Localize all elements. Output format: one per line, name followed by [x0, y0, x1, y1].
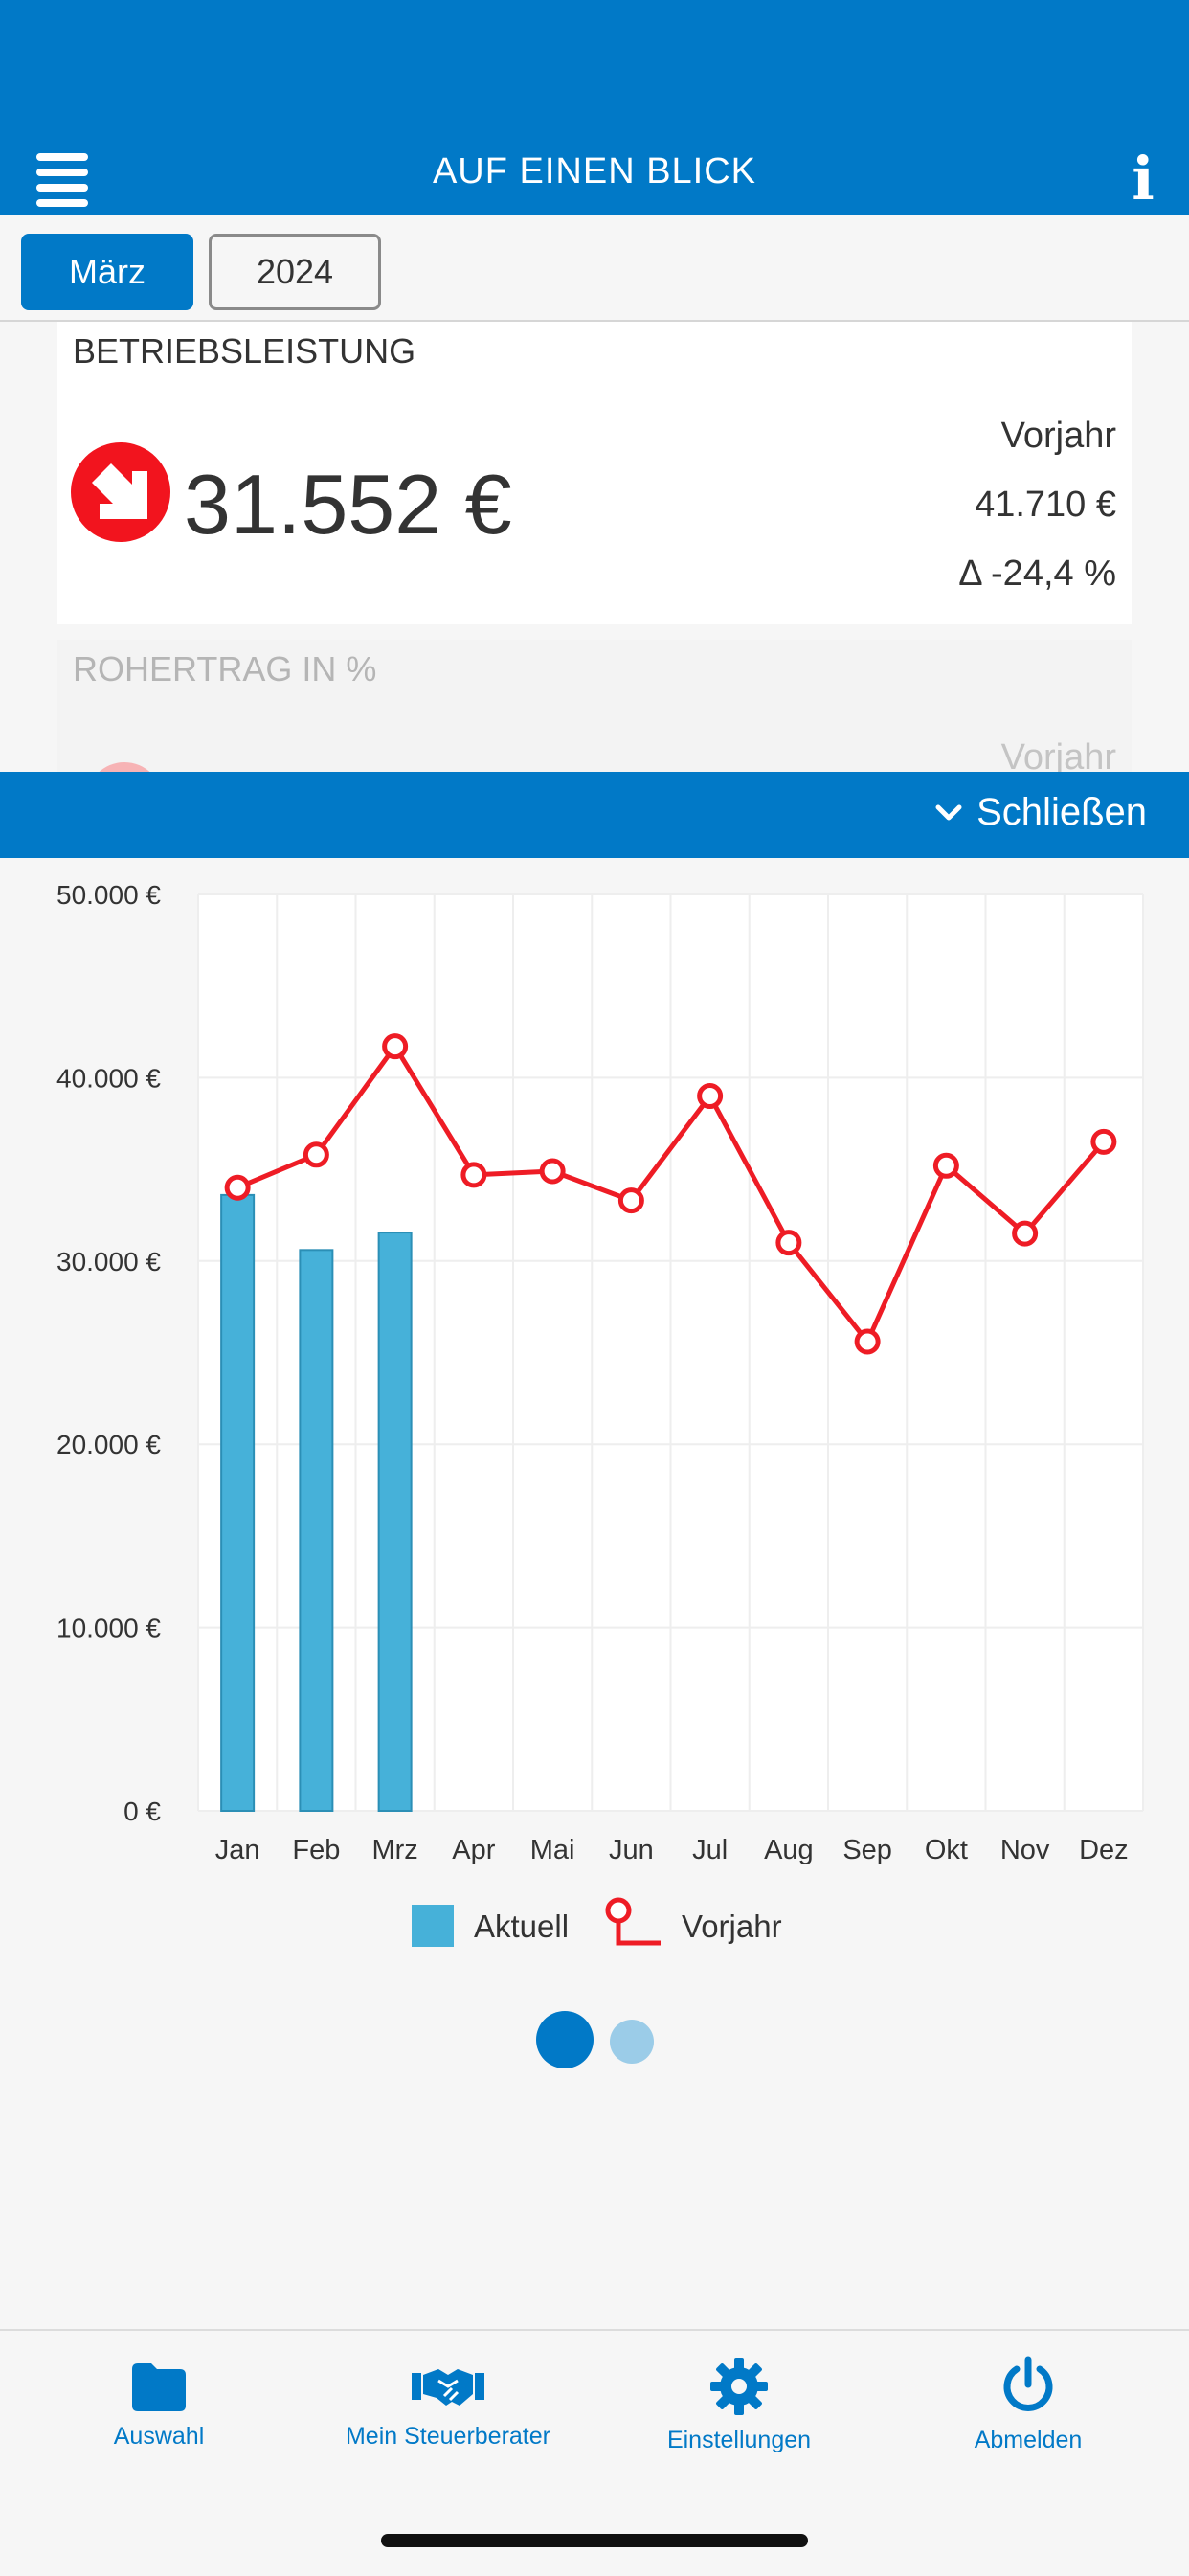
x-tick-label: Aug — [764, 1835, 814, 1865]
month-select-button[interactable]: März — [21, 234, 193, 310]
point-vorjahr — [775, 1230, 802, 1256]
tab-auswahl-label: Auswahl — [113, 2423, 205, 2450]
chart-panel-header: Schließen — [0, 772, 1189, 858]
point-vorjahr — [382, 1033, 409, 1060]
point-vorjahr — [697, 1083, 724, 1110]
tab-abmelden[interactable]: Abmelden — [885, 2356, 1172, 2454]
delta-percent: Δ -24,4 % — [958, 554, 1116, 594]
legend-line-vorjahr — [616, 1918, 661, 1946]
gear-icon — [710, 2358, 768, 2415]
y-tick-label: 40.000 € — [56, 1063, 161, 1093]
y-tick-label: 10.000 € — [56, 1614, 161, 1643]
tab-einstellungen-label: Einstellungen — [666, 2427, 812, 2453]
y-tick-label: 0 € — [123, 1796, 161, 1826]
point-vorjahr — [1090, 1128, 1117, 1155]
x-tick-label: Mrz — [371, 1835, 417, 1865]
legend-marker-vorjahr — [605, 1897, 632, 1924]
hamburger-icon[interactable] — [36, 153, 88, 207]
x-tick-label: Nov — [1000, 1835, 1050, 1865]
previous-year-value: 41.710 € — [975, 485, 1116, 525]
folder-icon — [132, 2363, 186, 2411]
tab-abmelden-label: Abmelden — [974, 2427, 1083, 2453]
x-tick-label: Mai — [530, 1835, 575, 1865]
page-indicator — [0, 2011, 1189, 2070]
point-vorjahr — [1012, 1220, 1039, 1247]
x-tick-label: Apr — [452, 1835, 495, 1865]
kpi2-title: ROHERTRAG IN % — [73, 649, 377, 689]
y-tick-label: 20.000 € — [56, 1430, 161, 1459]
line-vorjahr — [236, 1044, 1106, 1344]
kpi-title: BETRIEBSLEISTUNG — [73, 331, 416, 371]
point-vorjahr — [539, 1158, 566, 1185]
legend-label-vorjahr: Vorjahr — [682, 1909, 782, 1944]
info-icon[interactable]: i — [1132, 144, 1155, 214]
year-select-button[interactable]: 2024 — [209, 234, 381, 310]
kpi-card-betriebsleistung[interactable]: BETRIEBSLEISTUNG 31.552 € Vorjahr 41.710… — [57, 322, 1132, 624]
betriebsleistung-chart: 0 € 10.000 € 20.000 € 30.000 € 40.000 € 50.00… — [56, 880, 1144, 1947]
bar-aktuell — [299, 1249, 334, 1813]
x-tick-label: Feb — [292, 1835, 340, 1865]
point-vorjahr — [617, 1187, 644, 1214]
tab-auswahl[interactable]: Auswahl — [15, 2360, 303, 2451]
kpi-value: 31.552 € — [184, 457, 512, 552]
close-button[interactable]: Schließen — [934, 791, 1147, 834]
legend-swatch-aktuell — [412, 1905, 454, 1947]
kpi2-previous-year-label: Vorjahr — [1000, 737, 1116, 778]
close-label: Schließen — [976, 791, 1147, 833]
y-tick-label: 30.000 € — [56, 1247, 161, 1277]
bar-aktuell — [220, 1193, 256, 1812]
arrow-down-right-icon — [71, 442, 170, 542]
x-tick-label: Okt — [925, 1835, 968, 1865]
period-selector: März 2024 — [0, 215, 1189, 322]
power-icon — [1003, 2356, 1053, 2411]
bar-aktuell — [377, 1232, 413, 1812]
point-vorjahr — [854, 1328, 881, 1355]
x-tick-label: Jul — [692, 1835, 728, 1865]
kpi-card-rohertrag[interactable]: ROHERTRAG IN % Vorjahr — [57, 640, 1132, 801]
page-dot[interactable] — [610, 2020, 654, 2064]
handshake-icon — [412, 2369, 484, 2406]
tab-einstellungen[interactable]: Einstellungen — [595, 2358, 883, 2454]
point-vorjahr — [460, 1162, 487, 1188]
home-indicator — [381, 2534, 808, 2547]
x-tick-label: Dez — [1079, 1835, 1129, 1865]
point-vorjahr — [303, 1141, 329, 1168]
point-vorjahr — [224, 1174, 251, 1201]
legend-label-aktuell: Aktuell — [474, 1909, 569, 1944]
page-title: AUF EINEN BLICK — [432, 151, 757, 192]
point-vorjahr — [932, 1152, 959, 1179]
x-tick-label: Jan — [215, 1835, 260, 1865]
page-dot-active[interactable] — [536, 2011, 594, 2068]
top-app-bar: AUF EINEN BLICK i — [0, 0, 1189, 215]
y-tick-label: 50.000 € — [56, 880, 161, 910]
x-tick-label: Jun — [609, 1835, 654, 1865]
chevron-down-icon — [935, 804, 962, 820]
previous-year-label: Vorjahr — [1000, 416, 1116, 456]
tab-mein-steuerberater-label: Mein Steuerberater — [345, 2423, 550, 2450]
x-tick-label: Sep — [842, 1835, 892, 1865]
tab-mein-steuerberater[interactable]: Mein Steuerberater — [304, 2360, 592, 2451]
